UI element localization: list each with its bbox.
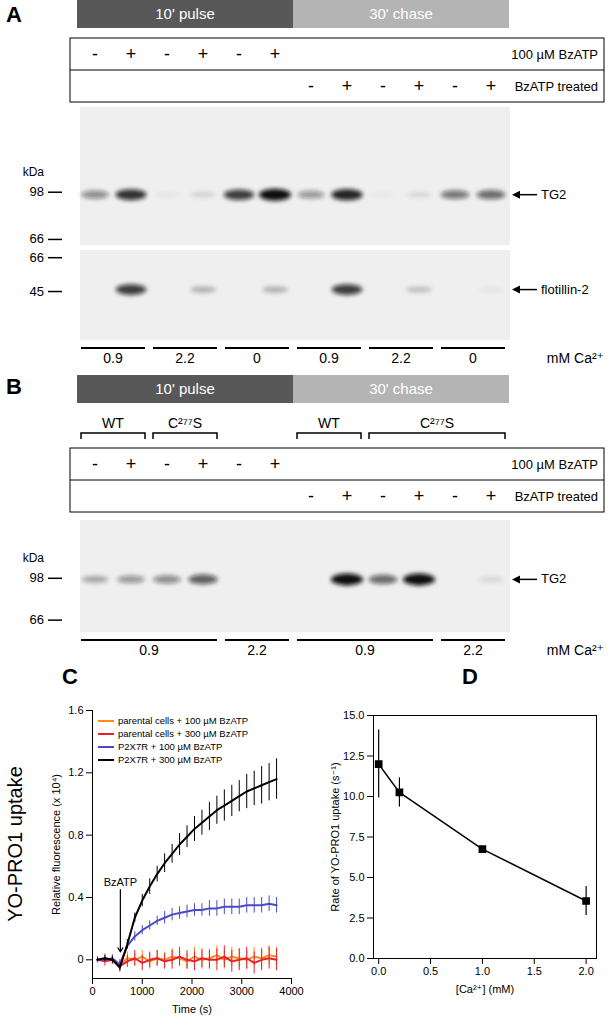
svg-text:kDa: kDa xyxy=(23,551,45,565)
html-text:D: D xyxy=(462,664,478,689)
svg-text:+: + xyxy=(198,44,209,64)
svg-text:+: + xyxy=(342,486,353,506)
svg-text:0.5: 0.5 xyxy=(423,965,438,977)
svg-text:WT: WT xyxy=(102,415,124,431)
svg-text:-: - xyxy=(452,76,458,96)
svg-text:BzATP treated: BzATP treated xyxy=(515,79,598,94)
svg-text:3000: 3000 xyxy=(230,985,254,997)
svg-text:mM Ca²⁺: mM Ca²⁺ xyxy=(547,642,604,658)
svg-text:2000: 2000 xyxy=(180,985,204,997)
svg-text:0.0: 0.0 xyxy=(349,952,364,964)
svg-text:66: 66 xyxy=(30,250,44,265)
svg-text:BzATP: BzATP xyxy=(104,876,137,888)
svg-text:-: - xyxy=(380,486,386,506)
svg-text:66: 66 xyxy=(30,231,44,246)
svg-text:1.5: 1.5 xyxy=(527,965,542,977)
svg-text:BzATP treated: BzATP treated xyxy=(515,489,598,504)
svg-text:-: - xyxy=(164,44,170,64)
svg-text:-: - xyxy=(308,486,314,506)
svg-text:98: 98 xyxy=(30,570,44,585)
html-text:YO-PRO1 uptake: YO-PRO1 uptake xyxy=(3,766,26,922)
svg-text:0.4: 0.4 xyxy=(68,891,83,903)
svg-text:+: + xyxy=(270,454,281,474)
svg-text:0.9: 0.9 xyxy=(355,642,375,658)
svg-text:30' chase: 30' chase xyxy=(369,380,433,397)
svg-text:2.2: 2.2 xyxy=(391,350,411,366)
svg-text:12.5: 12.5 xyxy=(343,750,364,762)
svg-text:-: - xyxy=(164,454,170,474)
svg-text:+: + xyxy=(486,76,497,96)
svg-text:2.5: 2.5 xyxy=(349,912,364,924)
svg-text:100 µM BzATP: 100 µM BzATP xyxy=(511,47,598,62)
svg-text:10' pulse: 10' pulse xyxy=(155,380,215,397)
svg-text:A: A xyxy=(6,2,22,27)
svg-text:10.0: 10.0 xyxy=(343,790,364,802)
svg-text:mM Ca²⁺: mM Ca²⁺ xyxy=(547,350,604,366)
svg-text:B: B xyxy=(6,374,22,399)
html-text:P2X7R + 300 µM BzATP: P2X7R + 300 µM BzATP xyxy=(118,754,223,765)
svg-text:+: + xyxy=(414,76,425,96)
svg-text:+: + xyxy=(270,44,281,64)
svg-text:4000: 4000 xyxy=(279,985,303,997)
svg-text:Rate of YO-PRO1 uptake (s⁻¹): Rate of YO-PRO1 uptake (s⁻¹) xyxy=(329,762,341,911)
svg-text:+: + xyxy=(126,454,137,474)
svg-text:-: - xyxy=(380,76,386,96)
svg-text:+: + xyxy=(342,76,353,96)
svg-text:0.9: 0.9 xyxy=(103,350,123,366)
svg-text:+: + xyxy=(486,486,497,506)
svg-text:-: - xyxy=(452,486,458,506)
svg-text:5.0: 5.0 xyxy=(349,871,364,883)
html-text:parental cells + 100 µM BzATP: parental cells + 100 µM BzATP xyxy=(118,715,249,726)
svg-text:66: 66 xyxy=(30,612,44,627)
svg-text:WT: WT xyxy=(318,415,340,431)
svg-text:15.0: 15.0 xyxy=(343,709,364,721)
svg-text:7.5: 7.5 xyxy=(349,831,364,843)
svg-text:flotillin-2: flotillin-2 xyxy=(541,282,589,297)
html-text:parental cells + 300 µM BzATP: parental cells + 300 µM BzATP xyxy=(118,728,249,739)
svg-text:0.0: 0.0 xyxy=(371,965,386,977)
svg-text:0: 0 xyxy=(469,350,477,366)
svg-text:100 µM BzATP: 100 µM BzATP xyxy=(511,457,598,472)
svg-text:45: 45 xyxy=(30,284,44,299)
svg-text:0.9: 0.9 xyxy=(319,350,339,366)
svg-text:0.8: 0.8 xyxy=(68,829,83,841)
svg-text:-: - xyxy=(236,44,242,64)
svg-text:+: + xyxy=(414,486,425,506)
html-text:P2X7R + 100 µM BzATP: P2X7R + 100 µM BzATP xyxy=(118,741,223,752)
svg-text:30' chase: 30' chase xyxy=(369,5,433,22)
svg-text:+: + xyxy=(198,454,209,474)
svg-text:-: - xyxy=(92,454,98,474)
svg-text:0: 0 xyxy=(89,985,95,997)
svg-text:2.2: 2.2 xyxy=(175,350,195,366)
svg-text:+: + xyxy=(126,44,137,64)
svg-text:2.2: 2.2 xyxy=(247,642,267,658)
svg-text:0: 0 xyxy=(253,350,261,366)
svg-text:1.6: 1.6 xyxy=(68,704,83,716)
html-text:C: C xyxy=(62,664,78,689)
svg-text:TG2: TG2 xyxy=(541,187,566,202)
svg-text:98: 98 xyxy=(30,184,44,199)
svg-text:-: - xyxy=(308,76,314,96)
svg-text:2.0: 2.0 xyxy=(578,965,593,977)
svg-text:C²⁷⁷S: C²⁷⁷S xyxy=(168,415,202,431)
svg-text:2.2: 2.2 xyxy=(463,642,483,658)
svg-text:Time (s): Time (s) xyxy=(172,1003,212,1015)
svg-text:TG2: TG2 xyxy=(541,571,566,586)
svg-text:Relative fluorescence (x 10⁴): Relative fluorescence (x 10⁴) xyxy=(50,774,62,915)
svg-text:0: 0 xyxy=(77,953,83,965)
svg-text:-: - xyxy=(92,44,98,64)
svg-text:[Ca²⁺] (mM): [Ca²⁺] (mM) xyxy=(456,983,514,995)
svg-text:1000: 1000 xyxy=(130,985,154,997)
svg-text:0.9: 0.9 xyxy=(139,642,159,658)
svg-text:1.0: 1.0 xyxy=(475,965,490,977)
svg-text:kDa: kDa xyxy=(23,165,45,179)
svg-text:1.2: 1.2 xyxy=(68,766,83,778)
svg-text:10' pulse: 10' pulse xyxy=(155,5,215,22)
svg-text:C²⁷⁷S: C²⁷⁷S xyxy=(420,415,454,431)
svg-text:-: - xyxy=(236,454,242,474)
